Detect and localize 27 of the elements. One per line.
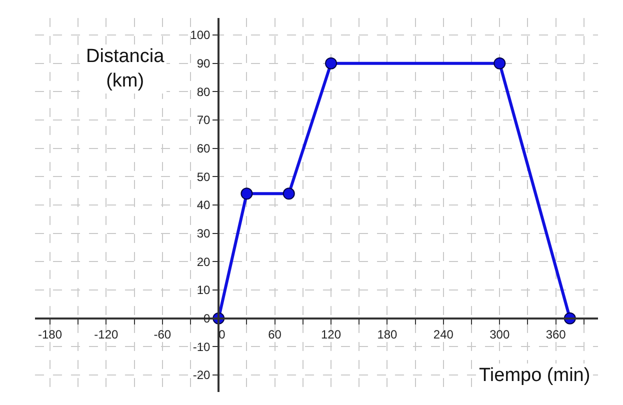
y-tick-label: -20 [192,368,211,382]
point [282,188,295,200]
point [325,57,338,70]
y-axis-title: Distancia (km) [86,46,165,92]
y-tick-label: -10 [192,340,211,354]
y-tick-label: 80 [196,84,211,99]
y-tick-label: 70 [196,113,211,128]
y-tick-label: 10 [196,283,211,298]
x-tick-label: 240 [433,328,454,342]
x-tick-label: 120 [321,328,342,342]
point [240,188,253,200]
x-tick-label: 360 [546,328,566,342]
y-tick-label: 50 [196,170,211,184]
y-tick-label: 30 [196,226,211,241]
y-tick-label: 20 [196,254,211,269]
x-tick-label: 60 [268,328,282,342]
x-tick-label: 300 [490,328,510,342]
y-tick-label: 40 [196,198,211,212]
x-tick-label: -60 [154,328,172,342]
x-tick-label: -180 [38,328,62,342]
point [494,57,506,70]
x-tick-label: -120 [94,328,119,342]
x-axis-title: Tiempo (min) [479,365,590,386]
x-tick-label: 180 [377,328,398,342]
y-tick-label: 100 [190,28,211,42]
y-tick-label: 90 [196,56,211,71]
y-tick-label: 60 [196,142,211,156]
